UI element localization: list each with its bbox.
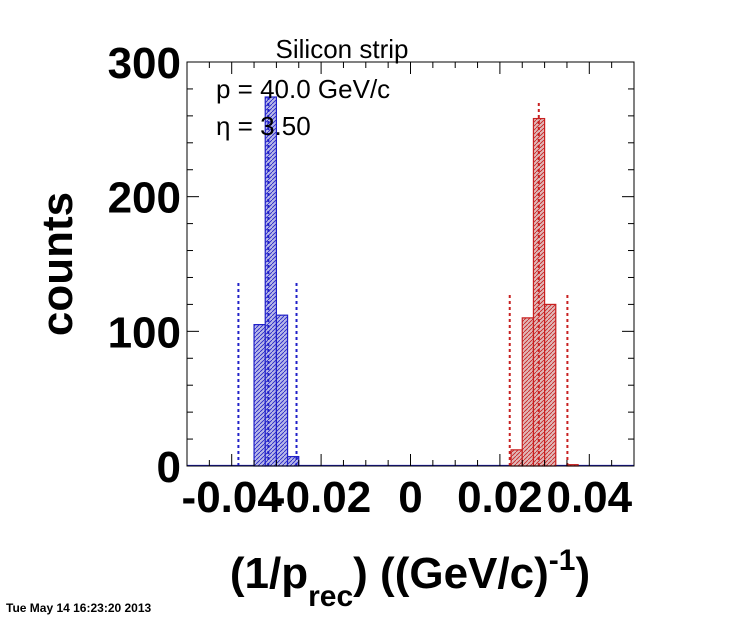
x-axis-label-subscript: rec — [308, 580, 353, 613]
x-axis-label-tail: ) ((GeV/c) — [353, 549, 549, 598]
x-axis-label-superscript: -1 — [549, 544, 576, 577]
histogram-bar-1-0 — [510, 449, 523, 467]
y-axis-label: counts — [33, 192, 82, 336]
tick-labels-layer: -0.04-0.02 0 0.02 0.04 0 100 200 300 — [108, 39, 633, 522]
y-tick-label: 300 — [108, 39, 181, 88]
timestamp: Tue May 14 16:23:20 2013 — [6, 601, 152, 615]
x-tick-label: 0.04 — [546, 473, 632, 522]
ticks-layer — [186, 61, 635, 467]
y-tick-label: 100 — [108, 308, 181, 357]
x-axis-label-end: ) — [575, 549, 590, 598]
x-axis-label-main: (1/p — [230, 549, 308, 598]
annotation-eta: η = 3.50 — [216, 111, 311, 141]
y-tick-label: 200 — [108, 174, 181, 223]
histogram-bar-1-1 — [521, 317, 535, 467]
histogram-bar-0-2 — [264, 96, 278, 467]
x-tick-label: 0 — [398, 473, 422, 522]
y-tick-label: 0 — [157, 443, 181, 492]
chart-title: Silicon strip — [276, 34, 409, 64]
histogram-bar-1-3 — [543, 303, 557, 467]
x-axis-label: (1/prec) ((GeV/c)-1) — [230, 544, 590, 613]
annotation-momentum: p = 40.0 GeV/c — [216, 74, 390, 104]
x-tick-label: -0.04 — [182, 473, 283, 522]
histogram-bar-0-1 — [253, 324, 266, 467]
marker-lines-layer — [237, 97, 569, 466]
histogram-bar-0-3 — [275, 314, 289, 467]
x-tick-label: 0.02 — [457, 473, 543, 522]
x-tick-label: -0.02 — [271, 473, 371, 522]
